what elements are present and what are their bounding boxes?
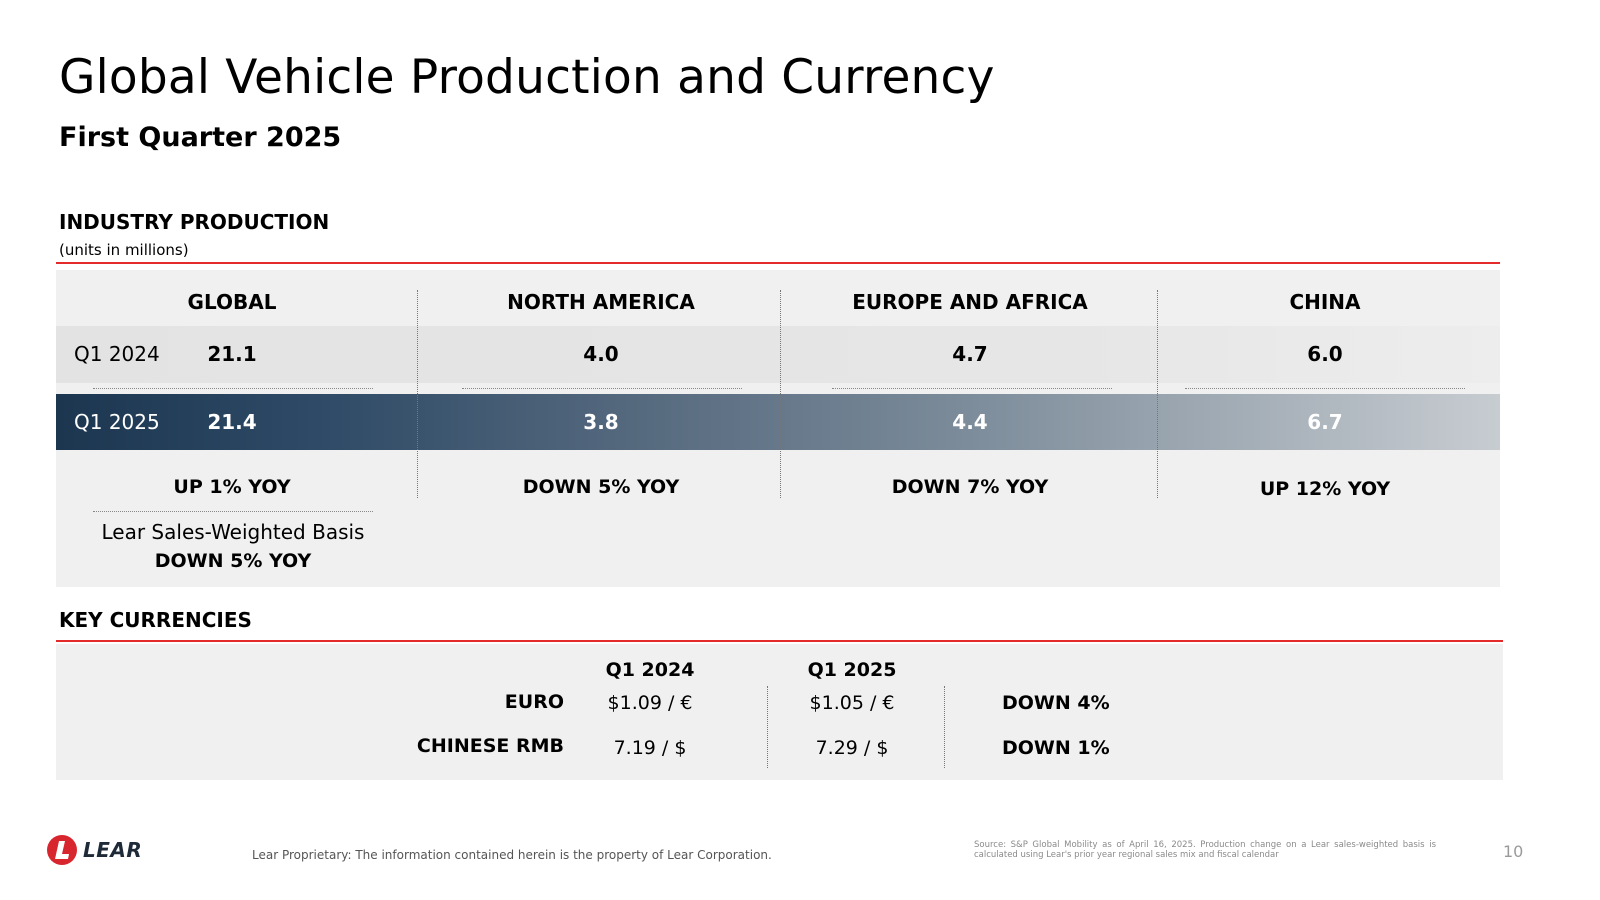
currencies-panel: [56, 644, 1503, 780]
industry-production-heading: INDUSTRY PRODUCTION: [59, 210, 330, 234]
currency-euro-change: DOWN 4%: [1002, 692, 1110, 714]
column-separator: [944, 686, 945, 768]
page-title: Global Vehicle Production and Currency: [59, 50, 995, 105]
units-note: (units in millions): [59, 241, 189, 259]
yoy-north-america: DOWN 5% YOY: [522, 476, 680, 498]
column-separator: [1157, 290, 1158, 498]
production-divider: [56, 262, 1500, 264]
lear-basis-change: DOWN 5% YOY: [154, 550, 312, 572]
currencies-divider: [56, 640, 1503, 642]
column-header-europe-africa: EUROPE AND AFRICA: [852, 290, 1088, 314]
proprietary-notice: Lear Proprietary: The information contai…: [252, 848, 772, 862]
value-q1-2024-europe-africa: 4.7: [952, 342, 988, 366]
currency-name-euro: EURO: [504, 691, 564, 713]
yoy-europe-africa: DOWN 7% YOY: [891, 476, 1049, 498]
lear-basis-label: Lear Sales-Weighted Basis: [101, 520, 365, 544]
lear-logo-text: LEAR: [83, 838, 143, 862]
page-subtitle: First Quarter 2025: [59, 122, 342, 153]
currency-rmb-q1-2024: 7.19 / $: [613, 737, 687, 759]
row-label-q1-2025: Q1 2025: [74, 410, 160, 434]
currency-name-rmb: CHINESE RMB: [416, 735, 564, 757]
row-separator: [832, 388, 1112, 389]
row-label-q1-2024: Q1 2024: [74, 342, 160, 366]
source-note: Source: S&P Global Mobility as of April …: [974, 840, 1436, 860]
currency-euro-q1-2025: $1.05 / €: [809, 692, 895, 714]
yoy-china: UP 12% YOY: [1259, 478, 1391, 500]
row-separator: [93, 388, 373, 389]
value-q1-2024-china: 6.0: [1307, 342, 1343, 366]
row-q1-2024-band: [56, 326, 1500, 383]
yoy-global: UP 1% YOY: [173, 476, 291, 498]
currency-rmb-change: DOWN 1%: [1002, 737, 1110, 759]
lear-logo: LEAR: [46, 834, 142, 866]
lear-logo-icon: [47, 835, 77, 865]
column-separator: [780, 290, 781, 498]
column-header-global: GLOBAL: [187, 290, 277, 314]
column-separator: [767, 686, 768, 768]
value-q1-2025-china: 6.7: [1307, 410, 1343, 434]
row-separator: [1185, 388, 1465, 389]
column-separator: [417, 290, 418, 498]
row-separator: [93, 511, 373, 512]
row-separator: [462, 388, 742, 389]
key-currencies-heading: KEY CURRENCIES: [59, 608, 252, 632]
value-q1-2024-north-america: 4.0: [583, 342, 619, 366]
value-q1-2025-global: 21.4: [207, 410, 257, 434]
currency-header-q1-2024: Q1 2024: [605, 659, 695, 681]
currency-header-q1-2025: Q1 2025: [807, 659, 897, 681]
column-header-north-america: NORTH AMERICA: [507, 290, 695, 314]
value-q1-2025-europe-africa: 4.4: [952, 410, 988, 434]
currency-euro-q1-2024: $1.09 / €: [607, 692, 693, 714]
currency-rmb-q1-2025: 7.29 / $: [815, 737, 889, 759]
value-q1-2024-global: 21.1: [207, 342, 257, 366]
value-q1-2025-north-america: 3.8: [583, 410, 619, 434]
row-q1-2025-band: [56, 394, 1500, 450]
column-header-china: CHINA: [1289, 290, 1361, 314]
page-number: 10: [1503, 842, 1524, 861]
